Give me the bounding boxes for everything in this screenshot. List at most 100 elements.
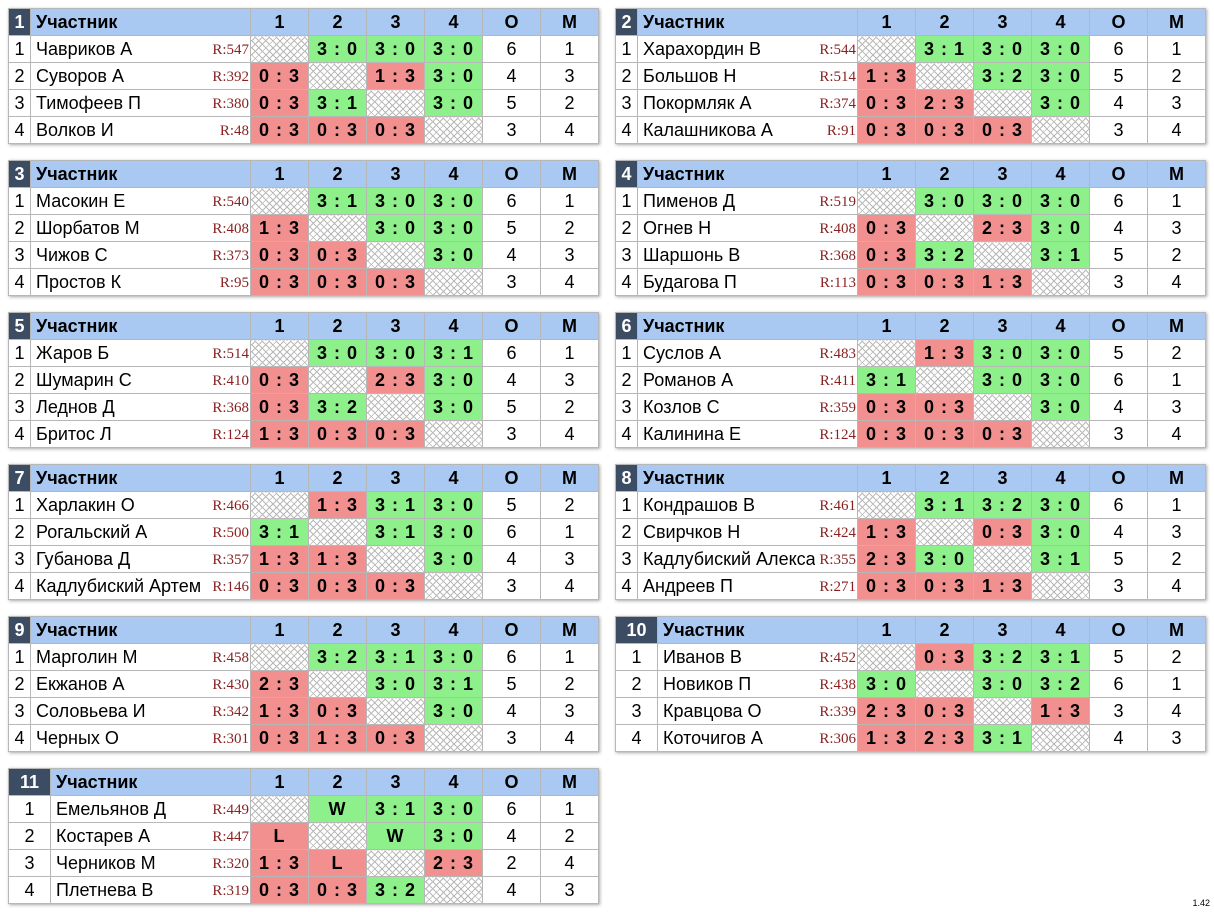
player-points: 5 bbox=[482, 491, 541, 519]
points-header: О bbox=[482, 464, 541, 492]
player-rating: R:368 bbox=[818, 248, 856, 265]
player-name[interactable]: Свирчков Н bbox=[643, 521, 741, 542]
player-name[interactable]: Харлакин О bbox=[36, 494, 135, 515]
player-place: 1 bbox=[540, 187, 599, 215]
self-match-cell bbox=[424, 268, 483, 296]
player-name[interactable]: Чижов С bbox=[36, 244, 108, 265]
match-result: 3 : 2 bbox=[973, 62, 1032, 90]
group-header-row: 2 Участник 1 2 3 4 О М bbox=[615, 8, 1206, 36]
place-header: М bbox=[540, 160, 599, 188]
player-cell: Чавриков А R:547 bbox=[30, 35, 251, 63]
player-name[interactable]: Марголин М bbox=[36, 646, 138, 667]
player-name[interactable]: Простов К bbox=[36, 271, 122, 292]
player-name[interactable]: Шаршонь В bbox=[643, 244, 741, 265]
player-rating: R:544 bbox=[818, 42, 856, 59]
player-name[interactable]: Суворов А bbox=[36, 65, 124, 86]
player-name[interactable]: Рогальский А bbox=[36, 521, 148, 542]
player-points: 5 bbox=[1089, 545, 1148, 573]
player-name[interactable]: Черных О bbox=[36, 727, 119, 748]
player-name[interactable]: Чавриков А bbox=[36, 38, 133, 59]
player-name[interactable]: Кравцова О bbox=[663, 700, 762, 721]
match-result: 0 : 3 bbox=[366, 724, 425, 752]
player-name[interactable]: Коточигов А bbox=[663, 727, 763, 748]
player-name[interactable]: Романов А bbox=[643, 369, 734, 390]
group-header-row: 8 Участник 1 2 3 4 О М bbox=[615, 464, 1206, 492]
participant-header: Участник bbox=[637, 8, 858, 36]
player-rating: R:461 bbox=[818, 498, 856, 515]
player-name[interactable]: Новиков П bbox=[663, 673, 752, 694]
player-name[interactable]: Иванов В bbox=[663, 646, 742, 667]
player-name[interactable]: Масокин Е bbox=[36, 190, 126, 211]
player-rating: R:48 bbox=[218, 123, 249, 140]
match-result: 0 : 3 bbox=[857, 89, 916, 117]
player-name[interactable]: Большов Н bbox=[643, 65, 737, 86]
player-name[interactable]: Огнев Н bbox=[643, 217, 712, 238]
player-rating: R:320 bbox=[211, 856, 249, 873]
player-name[interactable]: Кадлубиский Артем bbox=[36, 575, 202, 596]
player-cell: Бритос Л R:124 bbox=[30, 420, 251, 448]
player-index: 3 bbox=[615, 89, 638, 117]
player-name[interactable]: Черников М bbox=[56, 852, 156, 873]
match-result: 0 : 3 bbox=[915, 420, 974, 448]
match-result: 1 : 3 bbox=[366, 62, 425, 90]
self-match-cell bbox=[915, 670, 974, 698]
player-cell: Простов К R:95 bbox=[30, 268, 251, 296]
player-name[interactable]: Жаров Б bbox=[36, 342, 110, 363]
self-match-cell bbox=[973, 697, 1032, 725]
player-place: 4 bbox=[1147, 116, 1206, 144]
player-name[interactable]: Соловьева И bbox=[36, 700, 146, 721]
participant-header: Участник bbox=[637, 312, 858, 340]
player-index: 3 bbox=[8, 393, 31, 421]
self-match-cell bbox=[424, 724, 483, 752]
player-name[interactable]: Тимофеев П bbox=[36, 92, 141, 113]
match-result: 2 : 3 bbox=[915, 724, 974, 752]
match-result: 3 : 2 bbox=[973, 491, 1032, 519]
group-number: 6 bbox=[615, 312, 638, 340]
player-index: 1 bbox=[8, 35, 31, 63]
self-match-cell bbox=[366, 393, 425, 421]
player-name[interactable]: Покормляк А bbox=[643, 92, 752, 113]
version-label: 1.42 bbox=[1192, 898, 1210, 908]
player-name[interactable]: Екжанов А bbox=[36, 673, 125, 694]
player-name[interactable]: Будагова П bbox=[643, 271, 737, 292]
player-name[interactable]: Харахордин В bbox=[643, 38, 761, 59]
player-name[interactable]: Шумарин С bbox=[36, 369, 132, 390]
player-name[interactable]: Губанова Д bbox=[36, 548, 131, 569]
player-name[interactable]: Шорбатов М bbox=[36, 217, 140, 238]
player-name[interactable]: Пименов Д bbox=[643, 190, 736, 211]
match-result: 1 : 3 bbox=[308, 545, 367, 573]
player-name[interactable]: Козлов С bbox=[643, 396, 720, 417]
player-name[interactable]: Бритос Л bbox=[36, 423, 112, 444]
player-name[interactable]: Калинина Е bbox=[643, 423, 742, 444]
player-points: 4 bbox=[1089, 518, 1148, 546]
player-rating: R:514 bbox=[211, 346, 249, 363]
player-cell: Шаршонь В R:368 bbox=[637, 241, 858, 269]
player-name[interactable]: Кондрашов В bbox=[643, 494, 755, 515]
player-name[interactable]: Андреев П bbox=[643, 575, 733, 596]
player-name[interactable]: Суслов А bbox=[643, 342, 722, 363]
player-name[interactable]: Кадлубиский Александр bbox=[643, 548, 815, 569]
player-name[interactable]: Емельянов Д bbox=[56, 798, 167, 819]
player-name[interactable]: Плетнева В bbox=[56, 879, 154, 900]
match-result: 3 : 1 bbox=[366, 643, 425, 671]
player-name[interactable]: Леднов Д bbox=[36, 396, 115, 417]
player-rating: R:91 bbox=[825, 123, 856, 140]
player-name[interactable]: Волков И bbox=[36, 119, 114, 140]
player-points: 5 bbox=[482, 89, 541, 117]
player-name[interactable]: Костарев А bbox=[56, 825, 151, 846]
player-name[interactable]: Калашникова А bbox=[643, 119, 773, 140]
match-result: L bbox=[308, 849, 367, 877]
